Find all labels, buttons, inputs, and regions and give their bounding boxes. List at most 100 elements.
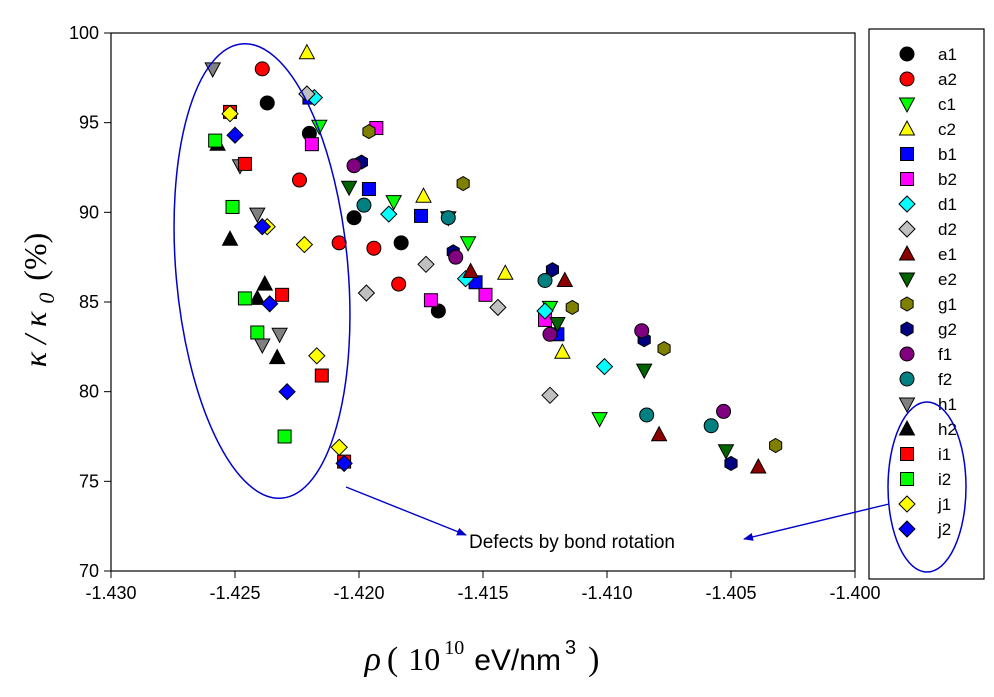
- legend-item-a2: a2: [899, 70, 957, 89]
- point-d2: [357, 284, 376, 302]
- point-a1: [346, 210, 362, 226]
- x-tick-label: -1.430: [85, 583, 136, 603]
- point-g1: [362, 124, 376, 140]
- legend-item-i2: i2: [900, 470, 951, 489]
- point-g2: [724, 455, 738, 471]
- point-h2: [268, 348, 286, 365]
- point-j1: [308, 347, 326, 365]
- legend-item-h2: h2: [898, 419, 957, 439]
- legend-item-c2: c2: [898, 119, 956, 139]
- legend-marker-d2: [898, 220, 916, 238]
- y-axis-label: κ / κ 0 (%): [17, 233, 59, 368]
- point-h2: [256, 275, 274, 291]
- point-f1: [448, 249, 464, 265]
- point-i2: [225, 199, 240, 214]
- point-i2: [237, 291, 252, 306]
- y-tick-label: 90: [79, 202, 99, 222]
- y-tick-label: 85: [79, 292, 99, 312]
- legend-item-e1: e1: [898, 244, 957, 264]
- legend-label-i1: i1: [938, 445, 951, 464]
- point-f1: [346, 158, 362, 174]
- point-b2: [478, 287, 493, 302]
- point-i2: [250, 325, 265, 340]
- legend-label-f2: f2: [938, 370, 952, 389]
- annotation-arrow-right: [743, 503, 890, 541]
- y-axis-kappa0: κ: [17, 311, 53, 327]
- point-e1: [749, 457, 767, 474]
- point-f2: [356, 197, 372, 213]
- point-j2: [335, 454, 353, 473]
- point-e1: [650, 425, 668, 442]
- point-c2: [415, 187, 432, 203]
- legend-marker-b2: [900, 172, 914, 186]
- legend-marker-a1: [899, 46, 915, 62]
- legend-item-j1: j1: [898, 495, 951, 514]
- legend-label-c1: c1: [938, 95, 956, 114]
- legend-marker-i2: [900, 472, 914, 486]
- x-tick-label: -1.400: [829, 583, 880, 603]
- point-b2: [423, 293, 438, 308]
- legend-marker-e1: [898, 244, 916, 261]
- point-c1: [385, 195, 403, 211]
- legend-marker-a2: [899, 71, 915, 87]
- x-axis-exponent: 10: [444, 637, 464, 659]
- legend-item-d2: d2: [898, 220, 957, 239]
- legend-label-b2: b2: [938, 170, 957, 189]
- point-f2: [440, 210, 456, 226]
- point-j1: [330, 438, 348, 457]
- legend-label-d1: d1: [938, 195, 957, 214]
- legend-marker-h2: [898, 419, 916, 436]
- point-e2: [549, 317, 566, 333]
- legend-marker-j2: [898, 520, 916, 538]
- point-c1: [459, 236, 477, 252]
- legend-label-i2: i2: [938, 470, 951, 489]
- point-g1: [456, 176, 470, 192]
- legend-label-j1: j1: [937, 495, 951, 514]
- point-j2: [278, 382, 296, 401]
- point-f1: [634, 323, 650, 339]
- point-j2: [260, 295, 279, 313]
- point-j1: [295, 235, 314, 254]
- legend: a1 a2 c1 c2 b1 b2 d1 d2 e1 e2 g1 g2 f1 f2 h1 h2 i1 i2 j1 j2: [898, 45, 957, 539]
- legend-marker-e2: [898, 272, 916, 289]
- point-i1: [314, 368, 329, 383]
- y-tick-label: 70: [79, 561, 99, 581]
- x-axis-paren-close: ): [588, 641, 599, 678]
- annotation-text: Defects by bond rotation: [469, 532, 675, 553]
- point-j2: [253, 217, 272, 236]
- legend-marker-c2: [898, 119, 916, 136]
- legend-item-b1: b1: [900, 145, 957, 164]
- legend-box: [868, 28, 985, 580]
- point-h2: [248, 289, 266, 305]
- legend-marker-c1: [898, 97, 916, 114]
- legend-label-a1: a1: [938, 45, 957, 64]
- x-axis-label: ρ ( 10 10 eV/nm 3 ): [364, 637, 600, 678]
- legend-marker-j1: [898, 495, 916, 513]
- point-a2: [366, 240, 382, 256]
- point-i2: [277, 429, 292, 444]
- y-axis-kappa: κ: [17, 351, 53, 367]
- legend-marker-b1: [900, 147, 914, 161]
- point-i2: [208, 133, 223, 148]
- point-f1: [542, 326, 558, 342]
- x-axis-unit-exponent: 3: [565, 637, 576, 659]
- y-tick-label: 95: [79, 113, 99, 133]
- point-e2: [717, 444, 735, 460]
- axis-ticks: -1.430 -1.425 -1.420 -1.415 -1.410 -1.405 -1.4…: [69, 23, 881, 603]
- legend-item-g1: g1: [900, 295, 957, 314]
- point-g1: [657, 341, 671, 357]
- point-h2: [221, 230, 239, 246]
- point-h1: [248, 207, 266, 224]
- legend-label-f1: f1: [938, 345, 952, 364]
- point-f1: [716, 403, 732, 419]
- legend-label-d2: d2: [938, 220, 957, 239]
- y-tick-label: 80: [79, 382, 99, 402]
- point-b1: [361, 182, 376, 197]
- point-c2: [496, 264, 514, 280]
- legend-item-f2: f2: [899, 370, 952, 389]
- y-axis-unit: (%): [17, 233, 53, 281]
- point-g2: [545, 262, 559, 278]
- point-a2: [331, 235, 347, 251]
- point-c2: [554, 343, 571, 359]
